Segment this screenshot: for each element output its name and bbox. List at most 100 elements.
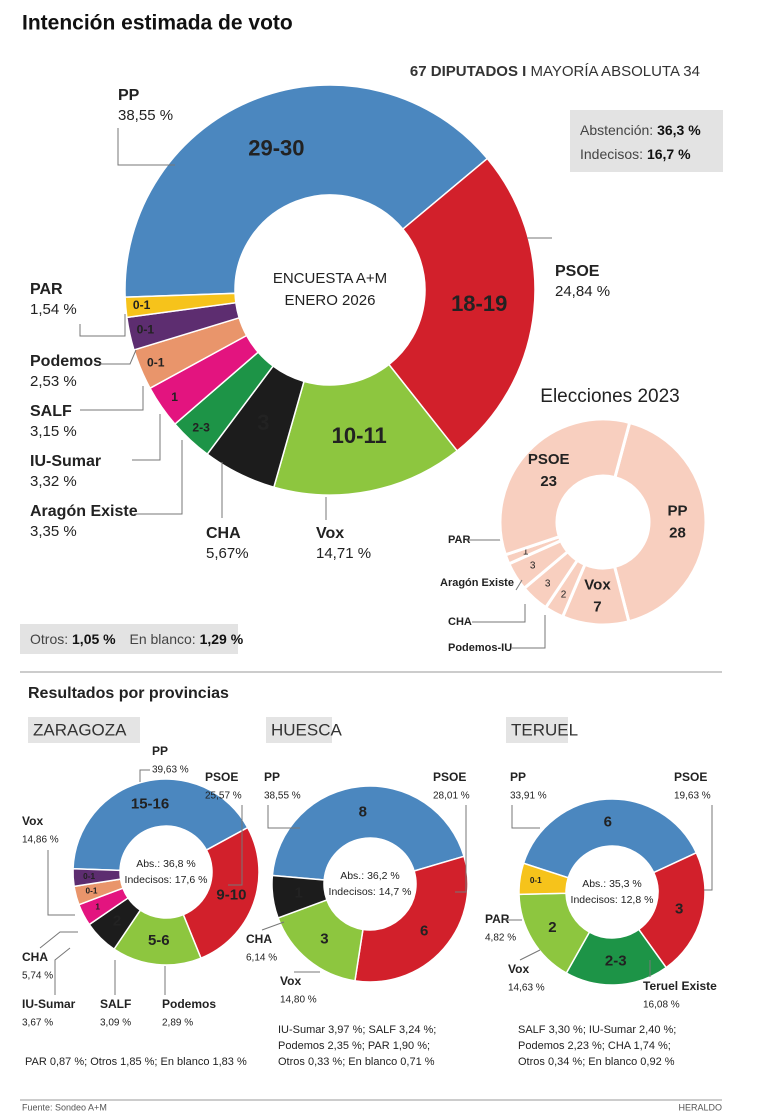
center-label: Abs.: 36,8 % [136,858,196,870]
slice-name: PSOE [528,451,570,468]
seat-label: 3 [675,901,683,918]
leader-line [511,805,540,829]
seat-label: 2-3 [605,952,627,969]
seat-label: 9-10 [216,886,246,903]
party-name: Aragón Existe [440,577,514,589]
leader-line [135,440,183,515]
seat-label: 1 [171,390,178,404]
seat-label: 1 [294,885,302,902]
abstention-label: Abstención: [580,122,653,138]
slice-name: Vox [584,576,611,593]
party-vote: 25,57 % [205,791,242,802]
party-name: Aragón Existe [30,503,138,520]
leader-line [132,414,161,461]
slice-value: 2 [561,590,567,601]
summary-box [570,110,723,172]
leader-line [80,386,144,411]
party-vote: 5,74 % [22,971,53,982]
party-vote: 3,09 % [100,1018,131,1029]
party-vote: 3,32 % [30,473,77,490]
leader-line [79,314,126,337]
slice [124,292,237,319]
party-vote: 14,86 % [22,835,59,846]
party-name: PSOE [674,770,707,784]
party-name: Podemos-IU [448,642,512,654]
seat-label: 15-16 [131,795,169,812]
party-vote: 2,89 % [162,1018,193,1029]
seat-label: 6 [420,922,428,939]
others-value: 1,05 % [72,631,116,647]
slice-value: 28 [669,524,686,541]
party-vote: 6,14 % [246,953,277,964]
seat-label: 2-3 [192,420,210,434]
leader-line [515,579,523,591]
slice [637,851,706,969]
abstention: Abstención: 36,3 % [580,122,701,138]
province-title-box [266,717,332,743]
slice-value: 23 [540,473,557,490]
slice [182,826,260,960]
slice-name: PP [667,502,687,519]
province-note: SALF 3,30 %; IU-Sumar 2,40 %; [518,1024,676,1036]
province-note: Podemos 2,23 %; CHA 1,74 %; [518,1040,671,1052]
undecided-label: Indecisos: [580,146,643,162]
center-label: Abs.: 36,2 % [340,870,400,882]
party-vote: 38,55 % [118,107,173,124]
party-vote: 1,54 % [30,301,77,318]
center-label: ENCUESTA A+M [273,270,387,287]
slice [271,785,465,881]
party-vote: 16,08 % [643,1000,680,1011]
province-note: IU-Sumar 3,97 %; SALF 3,24 %; [278,1024,436,1036]
party-name: SALF [100,997,131,1011]
party-vote: 14,63 % [508,983,545,994]
seat-label: 0-1 [530,876,542,885]
province-title: ZARAGOZA [33,720,127,739]
center-label: ENERO 2026 [285,292,376,309]
slice [612,420,708,624]
party-vote: 19,63 % [674,791,711,802]
party-name: IU-Sumar [22,997,76,1011]
party-vote: 4,82 % [485,933,516,944]
province-note: PAR 0,87 %; Otros 1,85 %; En blanco 1,83… [25,1056,247,1068]
seat-label: 0-1 [137,323,155,337]
leader-line [47,850,75,916]
province-title-box [28,717,140,743]
party-name: SALF [30,403,72,420]
party-name: PSOE [205,770,238,784]
party-name: CHA [206,525,241,542]
seat-label: 29-30 [248,136,304,161]
seat-label: 1 [95,903,100,912]
party-vote: 28,01 % [433,791,470,802]
slice-value: 1 [523,547,529,558]
others-label: Otros: [30,631,68,647]
party-name: PAR [448,534,470,546]
abstention-value: 36,3 % [657,122,701,138]
leader-line [704,805,713,891]
leader-line [519,949,541,961]
province-note: Otros 0,34 %; En blanco 0,92 % [518,1056,675,1068]
party-name: CHA [22,950,48,964]
slice [387,157,536,452]
seat-label: 8 [359,803,367,820]
party-vote: 14,71 % [316,545,371,562]
leader-line [228,805,243,886]
leader-line [100,349,137,365]
title: Intención estimada de voto [22,12,293,35]
provinces-title: Resultados por provincias [28,685,229,702]
slice [124,84,489,298]
blank-label: En blanco: [130,631,196,647]
others-box [20,624,238,654]
party-name: Teruel Existe [643,979,717,993]
center-label: Abs.: 35,3 % [582,878,642,890]
slice [522,798,698,879]
leader-line [261,921,285,931]
seat-label: 2 [548,919,556,936]
publisher: HERALDO [678,1102,722,1112]
seat-label: 3 [257,410,269,435]
province-note: Podemos 2,35 %; PAR 1,90 %; [278,1040,430,1052]
subtitle: 67 DIPUTADOS I MAYORÍA ABSOLUTA 34 [410,63,700,80]
party-name: PP [264,770,280,784]
party-vote: 24,84 % [555,283,610,300]
seat-label: 0-1 [147,355,165,369]
